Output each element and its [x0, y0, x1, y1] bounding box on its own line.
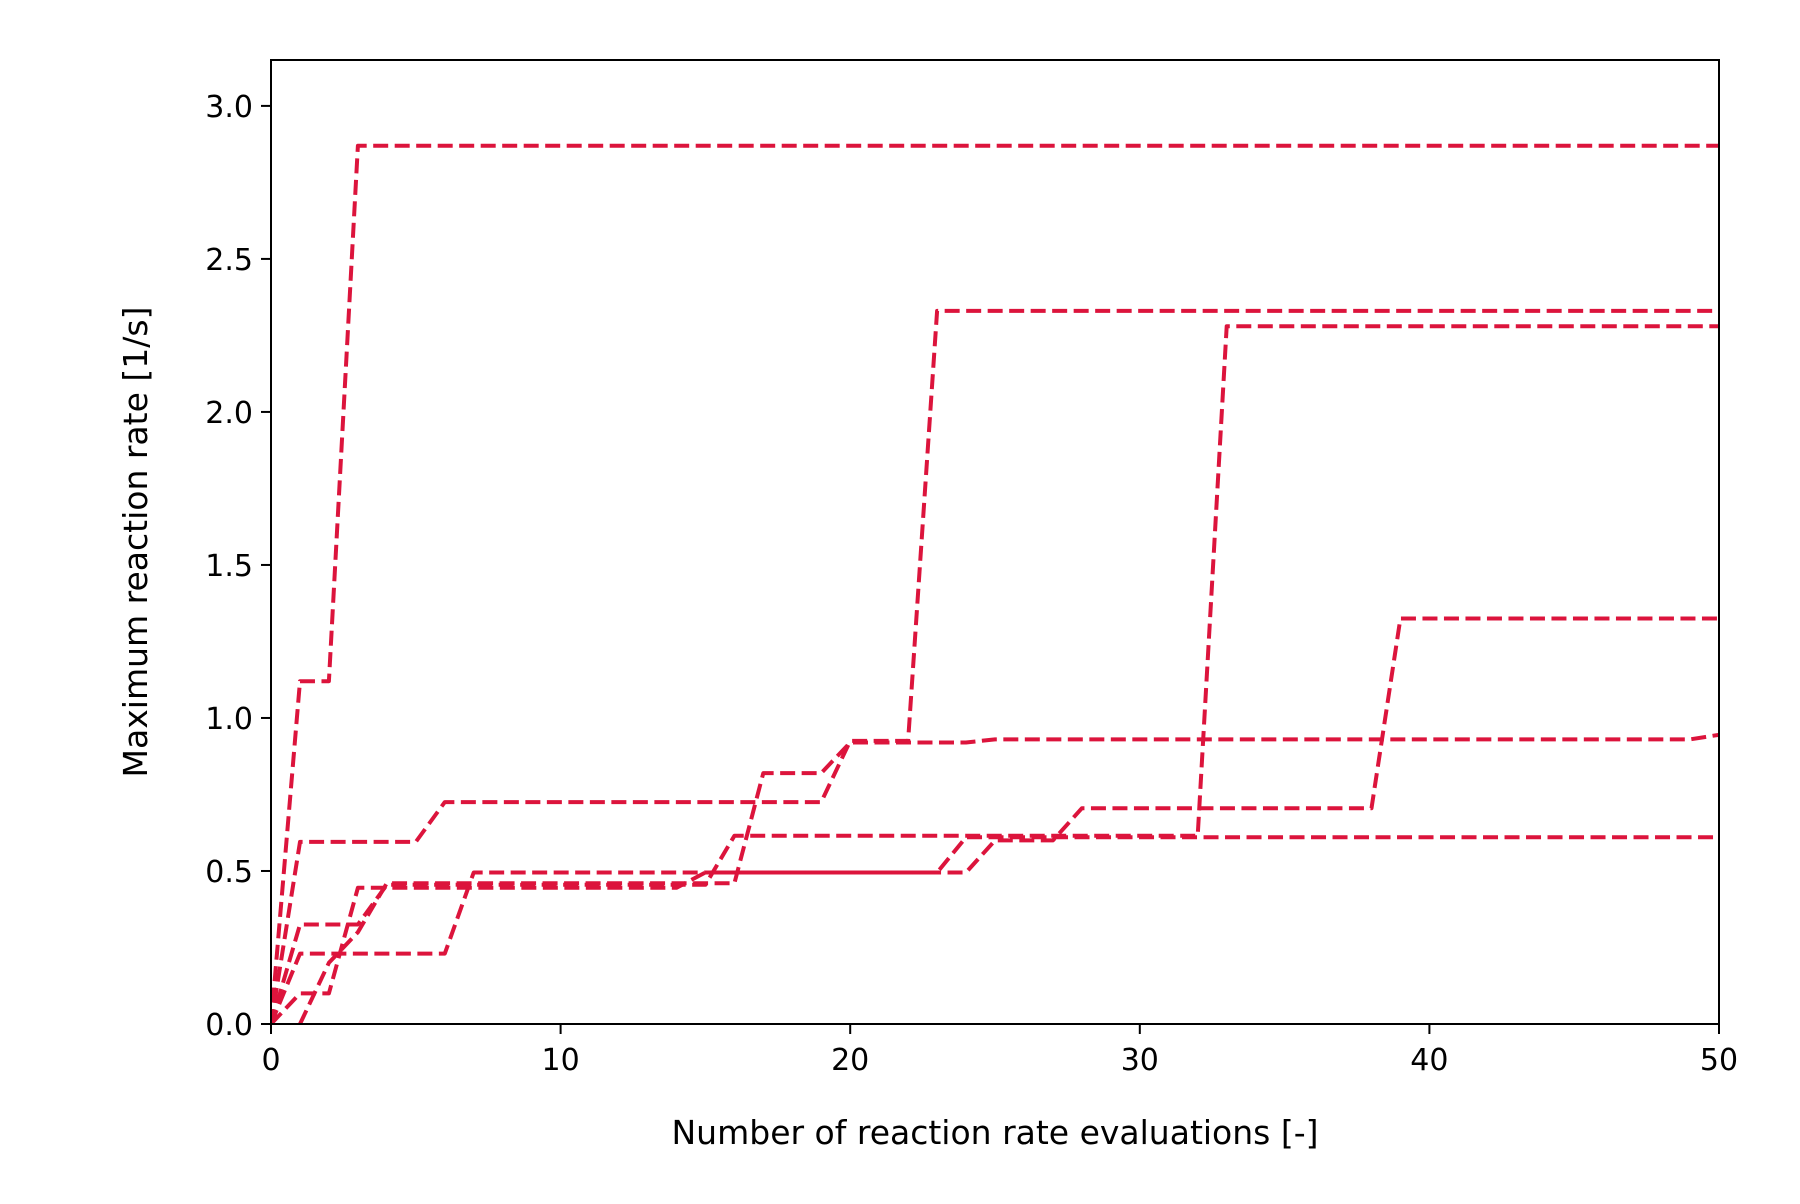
- y-axis-label: Maximum reaction rate [1/s]: [116, 307, 155, 778]
- x-tick-label: 30: [1121, 1043, 1159, 1078]
- x-axis-label: Number of reaction rate evaluations [-]: [672, 1113, 1319, 1152]
- tick-layer: 0 10 20 30 40 50 0.0 0.5 1.0 1.5 2.0 2.5 3.0: [205, 90, 1738, 1078]
- y-tick-label: 2.0: [205, 396, 253, 431]
- y-tick-label: 0.5: [205, 855, 253, 890]
- series-line-4: [271, 616, 1719, 1024]
- series-line-6: [298, 732, 1719, 1024]
- y-tick-label: 0.0: [205, 1008, 253, 1043]
- y-tick-label: 1.5: [205, 549, 253, 584]
- y-tick-label: 3.0: [205, 90, 253, 125]
- x-tick-label: 0: [261, 1043, 280, 1078]
- x-tick-label: 20: [831, 1043, 869, 1078]
- plot-frame: [270, 59, 1720, 1025]
- y-tick-label: 1.0: [205, 702, 253, 737]
- x-tick-label: 40: [1410, 1043, 1448, 1078]
- series-layer: [271, 143, 1719, 1024]
- x-tick-label: 50: [1700, 1043, 1738, 1078]
- y-tick-label: 2.5: [205, 243, 253, 278]
- series-line-3: [271, 324, 1719, 1024]
- x-tick-label: 10: [542, 1043, 580, 1078]
- series-line-2: [271, 308, 1719, 1024]
- series-line-5: [271, 835, 1719, 1024]
- series-line-1: [271, 143, 1719, 1024]
